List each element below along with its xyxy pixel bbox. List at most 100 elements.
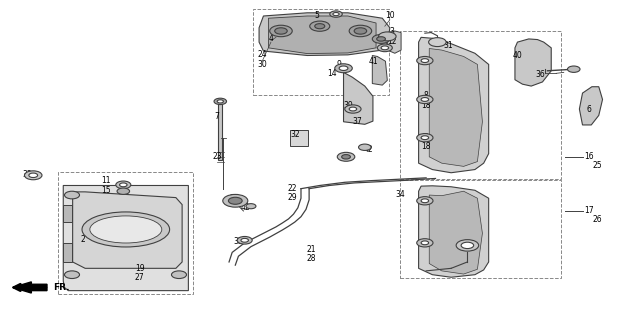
Circle shape bbox=[337, 152, 355, 161]
Bar bbox=[253, 9, 389, 95]
Text: 2: 2 bbox=[81, 235, 86, 244]
Bar bbox=[400, 31, 561, 179]
Text: 9: 9 bbox=[336, 60, 341, 69]
Text: 16: 16 bbox=[584, 152, 594, 161]
Text: 39: 39 bbox=[343, 101, 353, 110]
Circle shape bbox=[330, 11, 342, 17]
Polygon shape bbox=[372, 55, 387, 85]
Bar bbox=[290, 130, 308, 146]
Circle shape bbox=[421, 98, 429, 101]
Text: 19: 19 bbox=[135, 264, 144, 273]
Polygon shape bbox=[515, 39, 551, 86]
Circle shape bbox=[342, 155, 350, 159]
Text: 37: 37 bbox=[352, 116, 362, 126]
Text: 27: 27 bbox=[135, 273, 144, 282]
Circle shape bbox=[417, 56, 433, 65]
Text: 32: 32 bbox=[290, 130, 300, 139]
Polygon shape bbox=[419, 186, 488, 277]
Circle shape bbox=[567, 66, 580, 72]
Circle shape bbox=[379, 32, 396, 41]
Circle shape bbox=[417, 239, 433, 247]
Circle shape bbox=[421, 199, 429, 203]
Polygon shape bbox=[429, 191, 482, 274]
Text: 20: 20 bbox=[230, 194, 240, 203]
Text: 26: 26 bbox=[593, 215, 603, 224]
Ellipse shape bbox=[82, 212, 170, 247]
Polygon shape bbox=[63, 204, 72, 222]
Bar bbox=[58, 172, 193, 294]
Text: 38: 38 bbox=[460, 241, 470, 250]
Circle shape bbox=[241, 238, 248, 242]
Polygon shape bbox=[259, 13, 390, 55]
Circle shape bbox=[349, 25, 372, 37]
Circle shape bbox=[65, 271, 80, 278]
Polygon shape bbox=[387, 31, 401, 53]
Text: 33: 33 bbox=[22, 170, 32, 179]
Text: 12: 12 bbox=[387, 37, 396, 46]
Polygon shape bbox=[579, 87, 603, 125]
Circle shape bbox=[349, 107, 357, 111]
Circle shape bbox=[417, 95, 433, 104]
FancyArrow shape bbox=[13, 282, 47, 293]
Circle shape bbox=[333, 12, 339, 16]
Polygon shape bbox=[73, 192, 182, 268]
Circle shape bbox=[354, 28, 367, 34]
Circle shape bbox=[381, 46, 389, 50]
Text: 8: 8 bbox=[424, 132, 428, 141]
Circle shape bbox=[217, 100, 223, 103]
Bar bbox=[400, 180, 561, 278]
Text: 13: 13 bbox=[341, 154, 351, 163]
Text: 18: 18 bbox=[421, 142, 431, 151]
Circle shape bbox=[172, 271, 186, 278]
Text: 1: 1 bbox=[81, 226, 86, 235]
Circle shape bbox=[275, 28, 287, 34]
Circle shape bbox=[421, 136, 429, 140]
Text: 10: 10 bbox=[385, 12, 394, 20]
Polygon shape bbox=[268, 16, 376, 53]
Text: 34: 34 bbox=[395, 190, 404, 199]
Polygon shape bbox=[344, 72, 373, 124]
Circle shape bbox=[310, 21, 330, 31]
Circle shape bbox=[223, 195, 248, 207]
Text: 22: 22 bbox=[287, 184, 297, 193]
Circle shape bbox=[65, 191, 80, 199]
Text: 11: 11 bbox=[101, 176, 110, 185]
Circle shape bbox=[120, 183, 127, 187]
Text: 25: 25 bbox=[593, 161, 603, 170]
Text: 36: 36 bbox=[535, 70, 545, 79]
Text: 7: 7 bbox=[214, 112, 219, 121]
Ellipse shape bbox=[90, 216, 162, 243]
Circle shape bbox=[29, 173, 38, 178]
Circle shape bbox=[315, 24, 325, 29]
Circle shape bbox=[345, 105, 361, 113]
Text: 15: 15 bbox=[101, 186, 110, 195]
Circle shape bbox=[456, 240, 478, 251]
Polygon shape bbox=[429, 49, 482, 166]
Text: 21: 21 bbox=[306, 245, 316, 254]
Circle shape bbox=[117, 188, 130, 195]
Text: 35: 35 bbox=[233, 237, 243, 246]
Text: 40: 40 bbox=[513, 51, 522, 60]
Circle shape bbox=[417, 133, 433, 142]
Text: 41: 41 bbox=[369, 57, 378, 66]
Text: 5: 5 bbox=[315, 12, 320, 20]
Text: 6: 6 bbox=[586, 105, 591, 114]
Text: 31: 31 bbox=[444, 41, 453, 50]
Text: 42: 42 bbox=[364, 145, 373, 154]
Text: 30: 30 bbox=[257, 60, 267, 69]
Circle shape bbox=[335, 64, 352, 73]
Polygon shape bbox=[419, 37, 488, 173]
Circle shape bbox=[372, 35, 390, 44]
Text: 18: 18 bbox=[421, 101, 431, 110]
Circle shape bbox=[417, 197, 433, 205]
Circle shape bbox=[421, 59, 429, 62]
Circle shape bbox=[377, 44, 393, 52]
Text: 24: 24 bbox=[258, 50, 267, 59]
Polygon shape bbox=[63, 243, 72, 262]
Text: 17: 17 bbox=[584, 206, 594, 215]
Text: 8: 8 bbox=[424, 91, 428, 100]
Circle shape bbox=[246, 204, 256, 209]
Circle shape bbox=[429, 38, 446, 47]
Circle shape bbox=[214, 98, 226, 105]
Circle shape bbox=[421, 241, 429, 245]
